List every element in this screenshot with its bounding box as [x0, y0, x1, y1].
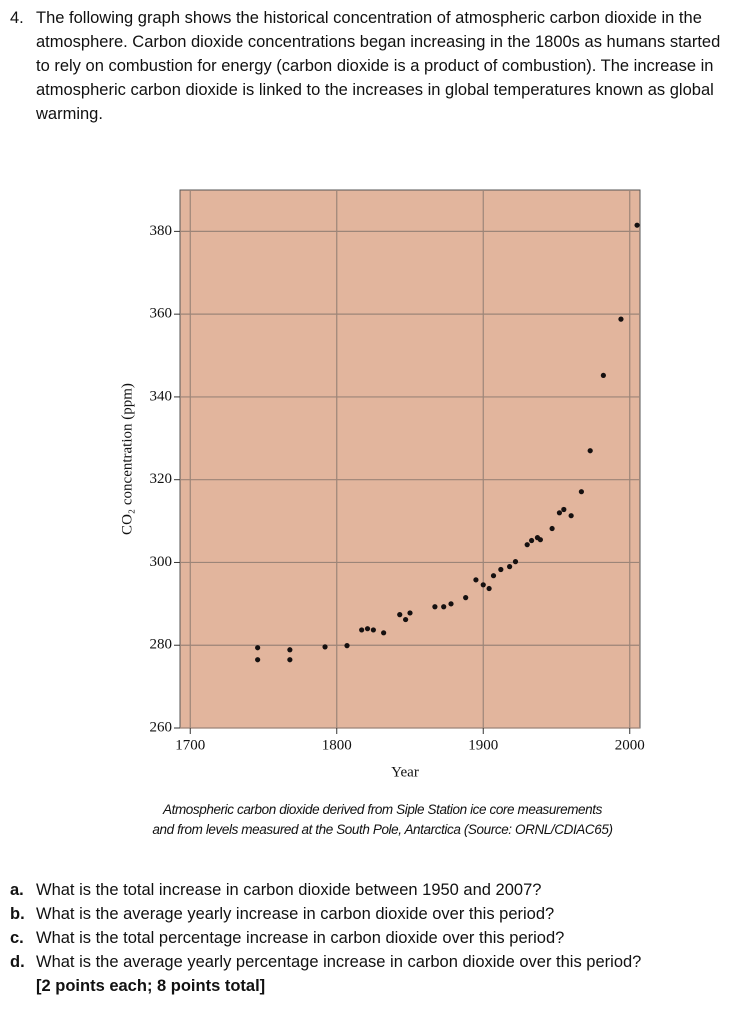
part: b. What is the average yearly increase in… — [10, 902, 735, 926]
y-tick-label: 360 — [150, 306, 173, 322]
data-point — [556, 510, 563, 516]
data-point — [364, 626, 371, 632]
data-point — [561, 506, 567, 513]
data-point — [634, 222, 640, 228]
plot-area — [179, 189, 641, 729]
part-text: What is the average yearly percentage in… — [36, 953, 642, 971]
data-point — [578, 489, 585, 495]
question-number: 4. — [10, 9, 24, 27]
data-point — [359, 627, 365, 633]
y-tick-label: 380 — [150, 223, 173, 239]
caption: Atmospheric carbon dioxide derived from … — [163, 802, 602, 817]
data-point — [486, 585, 492, 592]
data-point — [287, 657, 293, 663]
x-tick-label: 1800 — [322, 737, 352, 753]
data-point — [407, 610, 413, 616]
data-point — [441, 604, 447, 610]
data-point — [322, 644, 328, 650]
part: c. What is the total percentage increase … — [10, 926, 735, 950]
x-tick-label: 1900 — [468, 737, 498, 753]
data-point — [255, 645, 261, 651]
question: 4. The following graph shows the histori… — [10, 6, 735, 126]
part-label: c. — [10, 929, 24, 947]
part-label: d. — [10, 953, 25, 971]
part: d. What is the average yearly percentage … — [10, 950, 735, 974]
data-point — [287, 647, 293, 653]
parts: a. What is the total increase in carbon d… — [10, 878, 735, 998]
part-text: What is the average yearly increase in c… — [36, 905, 555, 923]
caption: and from levels measured at the South Po… — [152, 822, 613, 837]
data-point — [448, 601, 454, 607]
data-point — [618, 316, 624, 322]
x-tick-label: 1700 — [175, 737, 205, 753]
data-point — [528, 537, 535, 544]
data-point — [473, 577, 479, 583]
data-point — [381, 630, 387, 636]
chart: 260 280 300 320 340 360 380 1700 1800 1900 2000 Yea… — [119, 189, 645, 780]
data-point — [587, 448, 593, 454]
points: [2 points each; 8 points total] — [36, 977, 266, 995]
data-point — [344, 643, 350, 649]
y-tick-label: 280 — [150, 637, 173, 653]
data-point — [432, 604, 438, 610]
data-point — [498, 566, 504, 573]
part-label: a. — [10, 881, 24, 899]
data-point — [397, 612, 403, 618]
data-point — [480, 582, 486, 588]
part: a. What is the total increase in carbon d… — [10, 878, 735, 902]
y-tick-label: 300 — [150, 554, 173, 570]
data-point — [524, 542, 530, 548]
y-tick-label: 320 — [150, 471, 173, 487]
data-point — [600, 372, 606, 379]
data-point — [370, 627, 376, 633]
data-point — [507, 564, 513, 570]
data-point — [255, 657, 261, 663]
y-tick-label: 260 — [150, 719, 173, 735]
data-point — [568, 513, 574, 519]
data-point — [512, 559, 519, 565]
y-tick-label: 340 — [150, 388, 173, 404]
question-text: The following graph shows the historical… — [36, 9, 721, 123]
x-tick-label: 2000 — [615, 737, 645, 753]
x-axis-label: Year — [391, 764, 419, 780]
y-axis-label: CO₂ concentration (ppm) — [119, 383, 135, 535]
part-label: b. — [10, 905, 25, 923]
data-point — [490, 573, 497, 579]
part-text: What is the total increase in carbon dio… — [36, 881, 542, 899]
data-point — [549, 525, 555, 532]
data-point — [403, 616, 409, 623]
data-point — [537, 537, 543, 543]
part-text: What is the total percentage increase in… — [36, 929, 565, 947]
data-point — [463, 595, 469, 601]
